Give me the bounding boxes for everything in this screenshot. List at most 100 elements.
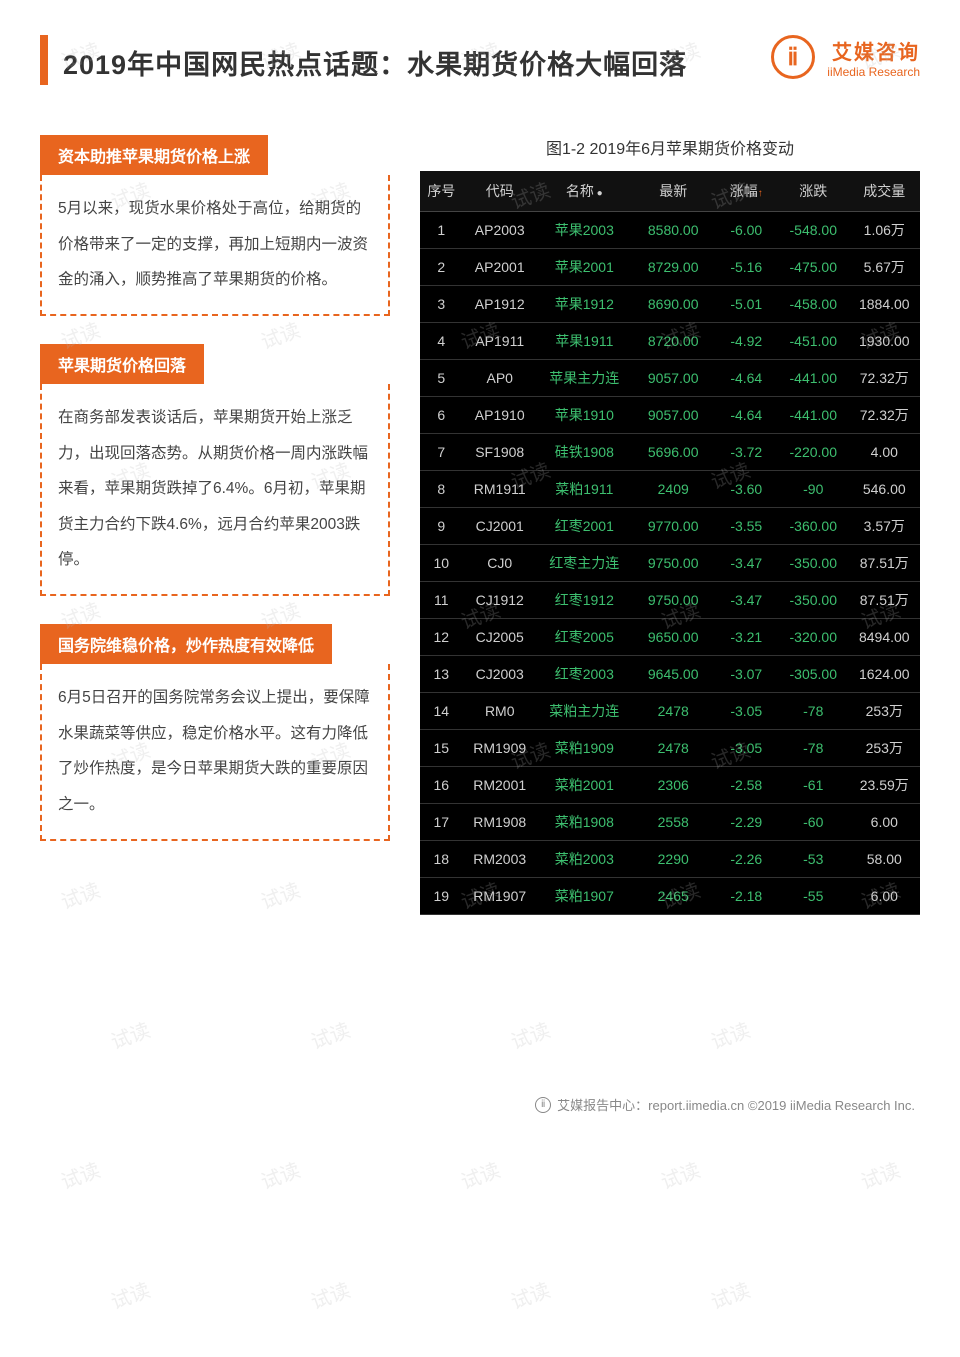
- table-row[interactable]: 16RM2001菜粕20012306-2.58-6123.59万: [420, 767, 920, 804]
- cell-name: 红枣1912: [537, 582, 632, 619]
- table-row[interactable]: 10CJ0红枣主力连9750.00-3.47-350.0087.51万: [420, 545, 920, 582]
- section: 国务院维稳价格，炒作热度有效降低6月5日召开的国务院常务会议上提出，要保障水果蔬…: [40, 624, 390, 841]
- table-row[interactable]: 19RM1907菜粕19072465-2.18-556.00: [420, 878, 920, 915]
- cell-chg: -78: [778, 730, 849, 767]
- cell-vol: 8494.00: [849, 619, 920, 656]
- col-header[interactable]: 最新: [632, 171, 715, 212]
- watermark: 试读: [456, 1154, 504, 1195]
- cell-vol: 1624.00: [849, 656, 920, 693]
- col-header[interactable]: 代码: [463, 171, 537, 212]
- cell-name: 菜粕主力连: [537, 693, 632, 730]
- col-header[interactable]: 序号: [420, 171, 463, 212]
- cell-pct: -4.64: [715, 397, 778, 434]
- section-header: 国务院维稳价格，炒作热度有效降低: [40, 624, 332, 664]
- cell-price: 9645.00: [632, 656, 715, 693]
- cell-price: 2465: [632, 878, 715, 915]
- footer-text: 艾媒报告中心：report.iimedia.cn ©2019 iiMedia R…: [557, 1095, 915, 1114]
- cell-chg: -350.00: [778, 545, 849, 582]
- cell-idx: 1: [420, 212, 463, 249]
- cell-name: 苹果1911: [537, 323, 632, 360]
- cell-price: 8720.00: [632, 323, 715, 360]
- cell-pct: -6.00: [715, 212, 778, 249]
- cell-pct: -3.07: [715, 656, 778, 693]
- page-title: 2019年中国网民热点话题：水果期货价格大幅回落: [63, 35, 771, 82]
- cell-idx: 16: [420, 767, 463, 804]
- cell-vol: 4.00: [849, 434, 920, 471]
- cell-vol: 58.00: [849, 841, 920, 878]
- logo-icon-glyph: ⅱ: [787, 43, 798, 72]
- cell-vol: 1.06万: [849, 212, 920, 249]
- watermark: 试读: [856, 1154, 904, 1195]
- cell-name: 红枣2005: [537, 619, 632, 656]
- cell-vol: 72.32万: [849, 360, 920, 397]
- table-row[interactable]: 9CJ2001红枣20019770.00-3.55-360.003.57万: [420, 508, 920, 545]
- cell-price: 2290: [632, 841, 715, 878]
- table-row[interactable]: 6AP1910苹果19109057.00-4.64-441.0072.32万: [420, 397, 920, 434]
- table-row[interactable]: 8RM1911菜粕19112409-3.60-90546.00: [420, 471, 920, 508]
- cell-code: RM1907: [463, 878, 537, 915]
- table-row[interactable]: 17RM1908菜粕19082558-2.29-606.00: [420, 804, 920, 841]
- cell-code: CJ0: [463, 545, 537, 582]
- cell-chg: -78: [778, 693, 849, 730]
- table-row[interactable]: 12CJ2005红枣20059650.00-3.21-320.008494.00: [420, 619, 920, 656]
- cell-chg: -55: [778, 878, 849, 915]
- bullet-icon: ●: [594, 188, 603, 199]
- cell-price: 2409: [632, 471, 715, 508]
- table-row[interactable]: 5AP0苹果主力连9057.00-4.64-441.0072.32万: [420, 360, 920, 397]
- table-row[interactable]: 7SF1908硅铁19085696.00-3.72-220.004.00: [420, 434, 920, 471]
- table-row[interactable]: 15RM1909菜粕19092478-3.05-78253万: [420, 730, 920, 767]
- cell-name: 苹果主力连: [537, 360, 632, 397]
- cell-code: AP1911: [463, 323, 537, 360]
- cell-pct: -3.47: [715, 582, 778, 619]
- cell-idx: 2: [420, 249, 463, 286]
- cell-pct: -3.47: [715, 545, 778, 582]
- cell-code: AP1912: [463, 286, 537, 323]
- cell-chg: -441.00: [778, 360, 849, 397]
- cell-chg: -475.00: [778, 249, 849, 286]
- cell-price: 9057.00: [632, 360, 715, 397]
- cell-pct: -2.58: [715, 767, 778, 804]
- cell-price: 8729.00: [632, 249, 715, 286]
- cell-vol: 23.59万: [849, 767, 920, 804]
- table-row[interactable]: 2AP2001苹果20018729.00-5.16-475.005.67万: [420, 249, 920, 286]
- col-header[interactable]: 涨幅↑: [715, 171, 778, 212]
- section: 苹果期货价格回落在商务部发表谈话后，苹果期货开始上涨乏力，出现回落态势。从期货价…: [40, 344, 390, 596]
- cell-price: 2558: [632, 804, 715, 841]
- cell-idx: 13: [420, 656, 463, 693]
- title-accent-bar: [40, 35, 48, 85]
- footer-logo-icon: ⅱ: [535, 1097, 551, 1113]
- cell-name: 菜粕1907: [537, 878, 632, 915]
- cell-name: 苹果1910: [537, 397, 632, 434]
- col-header[interactable]: 涨跌: [778, 171, 849, 212]
- right-column: 图1-2 2019年6月苹果期货价格变动 序号代码名称 ●最新涨幅↑涨跌成交量 …: [420, 135, 920, 915]
- table-row[interactable]: 3AP1912苹果19128690.00-5.01-458.001884.00: [420, 286, 920, 323]
- cell-idx: 11: [420, 582, 463, 619]
- sort-arrow-icon: ↑: [758, 188, 763, 199]
- page: 2019年中国网民热点话题：水果期货价格大幅回落 ⅱ 艾媒咨询 iiMedia …: [0, 0, 960, 1134]
- col-header[interactable]: 名称 ●: [537, 171, 632, 212]
- left-column: 资本助推苹果期货价格上涨5月以来，现货水果价格处于高位，给期货的价格带来了一定的…: [40, 135, 390, 915]
- table-row[interactable]: 11CJ1912红枣19129750.00-3.47-350.0087.51万: [420, 582, 920, 619]
- table-row[interactable]: 18RM2003菜粕20032290-2.26-5358.00: [420, 841, 920, 878]
- cell-name: 菜粕1908: [537, 804, 632, 841]
- col-header[interactable]: 成交量: [849, 171, 920, 212]
- cell-code: AP1910: [463, 397, 537, 434]
- cell-price: 9057.00: [632, 397, 715, 434]
- futures-table: 序号代码名称 ●最新涨幅↑涨跌成交量 1AP2003苹果20038580.00-…: [420, 171, 920, 915]
- cell-idx: 12: [420, 619, 463, 656]
- cell-idx: 14: [420, 693, 463, 730]
- table-row[interactable]: 13CJ2003红枣20039645.00-3.07-305.001624.00: [420, 656, 920, 693]
- table-row[interactable]: 14RM0菜粕主力连2478-3.05-78253万: [420, 693, 920, 730]
- cell-vol: 87.51万: [849, 582, 920, 619]
- logo-text: 艾媒咨询 iiMedia Research: [827, 36, 920, 79]
- cell-idx: 19: [420, 878, 463, 915]
- cell-chg: -61: [778, 767, 849, 804]
- content: 资本助推苹果期货价格上涨5月以来，现货水果价格处于高位，给期货的价格带来了一定的…: [40, 135, 920, 915]
- cell-chg: -305.00: [778, 656, 849, 693]
- logo-icon: ⅱ: [771, 35, 815, 79]
- table-row[interactable]: 4AP1911苹果19118720.00-4.92-451.001930.00: [420, 323, 920, 360]
- cell-price: 9750.00: [632, 582, 715, 619]
- cell-price: 2306: [632, 767, 715, 804]
- table-caption: 图1-2 2019年6月苹果期货价格变动: [420, 135, 920, 159]
- table-row[interactable]: 1AP2003苹果20038580.00-6.00-548.001.06万: [420, 212, 920, 249]
